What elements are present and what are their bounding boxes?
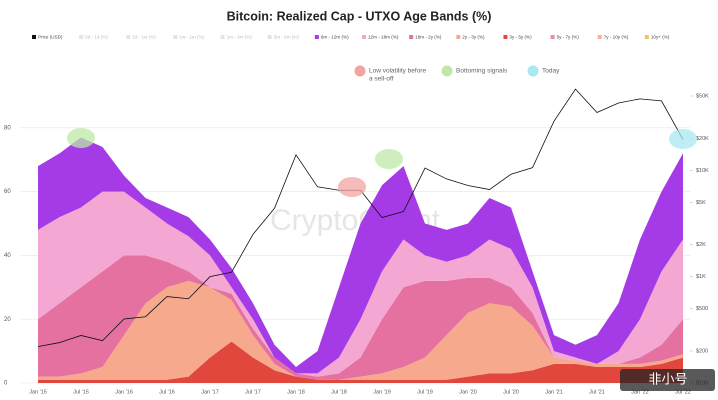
annotation-text: Bottoming signals [456, 68, 508, 75]
y-tick-label: 0 [4, 381, 8, 387]
x-tick-label: Jan '19 [373, 389, 391, 395]
y2-tick-label: $10K [696, 168, 709, 174]
logo-text: 非小号 [648, 371, 687, 386]
legend-label: 2y - 3y (%) [462, 35, 485, 40]
y2-tick-label: $50K [696, 93, 709, 99]
legend-label: 1m - 3m (%) [227, 35, 253, 40]
area [38, 280, 683, 380]
legend-marker [362, 35, 366, 39]
x-tick-label: Jul '17 [245, 389, 261, 395]
y2-tick-label: $20K [696, 136, 709, 142]
area [38, 137, 683, 374]
logo-box [620, 369, 715, 391]
x-tick-label: Jul '21 [589, 389, 605, 395]
y2-tick-label: $500 [696, 306, 708, 312]
area [38, 341, 683, 383]
legend-label: 10y+ (%) [651, 35, 670, 40]
legend-marker [409, 35, 414, 39]
legend-marker [456, 35, 461, 39]
legend-marker [126, 35, 131, 39]
annotation-marker [527, 65, 539, 77]
y-tick-label: 20 [4, 317, 11, 323]
legend-marker [173, 35, 178, 39]
legend-marker [597, 35, 602, 39]
y-tick-label: 60 [4, 189, 11, 195]
legend-label: 1w - 1m (%) [179, 35, 204, 40]
legend-marker [314, 35, 319, 39]
x-tick-label: Jan '17 [201, 389, 219, 395]
y2-tick-label: $200 [696, 348, 708, 354]
x-tick-label: Jan '15 [29, 389, 47, 395]
x-tick-label: Jan '20 [459, 389, 477, 395]
legend-marker [503, 35, 508, 39]
legend-marker [550, 35, 555, 39]
x-tick-label: Jul '19 [417, 389, 433, 395]
legend-label: 1d - 1w (%) [132, 35, 156, 40]
x-tick-label: Jul '16 [159, 389, 175, 395]
y2-tick-label: $2K [696, 242, 706, 248]
y-tick-label: 80 [4, 125, 11, 131]
x-tick-label: Jan '22 [631, 389, 649, 395]
highlight [67, 128, 95, 148]
legend-marker [32, 35, 36, 39]
legend-label: 18m - 2y (%) [415, 35, 442, 40]
highlight [375, 149, 403, 169]
highlight [338, 177, 366, 197]
x-tick-label: Jul '18 [331, 389, 347, 395]
legend-label: 12m - 18m (%) [368, 35, 399, 40]
x-tick-label: Jul '15 [73, 389, 89, 395]
legend-label: 3y - 5y (%) [509, 35, 532, 40]
annotation-text: Low volatility before [369, 68, 426, 75]
chart-title: Bitcoin: Realized Cap - UTXO Age Bands (… [227, 9, 492, 23]
legend-marker [79, 35, 84, 39]
legend-label: 0d - 1d (%) [85, 35, 108, 40]
legend-label: Price (USD) [38, 35, 63, 40]
legend-label: 3m - 6m (%) [274, 35, 300, 40]
legend-label: 7y - 10y (%) [604, 35, 629, 40]
area [38, 191, 683, 377]
x-tick-label: Jan '18 [287, 389, 305, 395]
y-tick-label: 40 [4, 253, 11, 259]
x-tick-label: Jul '20 [503, 389, 519, 395]
annotation-marker [441, 65, 453, 77]
legend-marker [267, 35, 272, 39]
x-tick-label: Jan '16 [115, 389, 133, 395]
y2-tick-label: $5K [696, 200, 706, 206]
y2-tick-label: $1K [696, 274, 706, 280]
legend-marker [644, 35, 649, 39]
x-tick-label: Jul '22 [675, 389, 691, 395]
legend-marker [220, 35, 225, 39]
annotation-text: a sell-off [369, 76, 394, 83]
legend-label: 5y - 7y (%) [557, 35, 580, 40]
annotation-text: Today [542, 68, 560, 75]
x-tick-label: Jan '21 [545, 389, 563, 395]
annotation-marker [354, 65, 366, 77]
highlight [669, 129, 697, 149]
legend-label: 6m - 12m (%) [321, 35, 349, 40]
